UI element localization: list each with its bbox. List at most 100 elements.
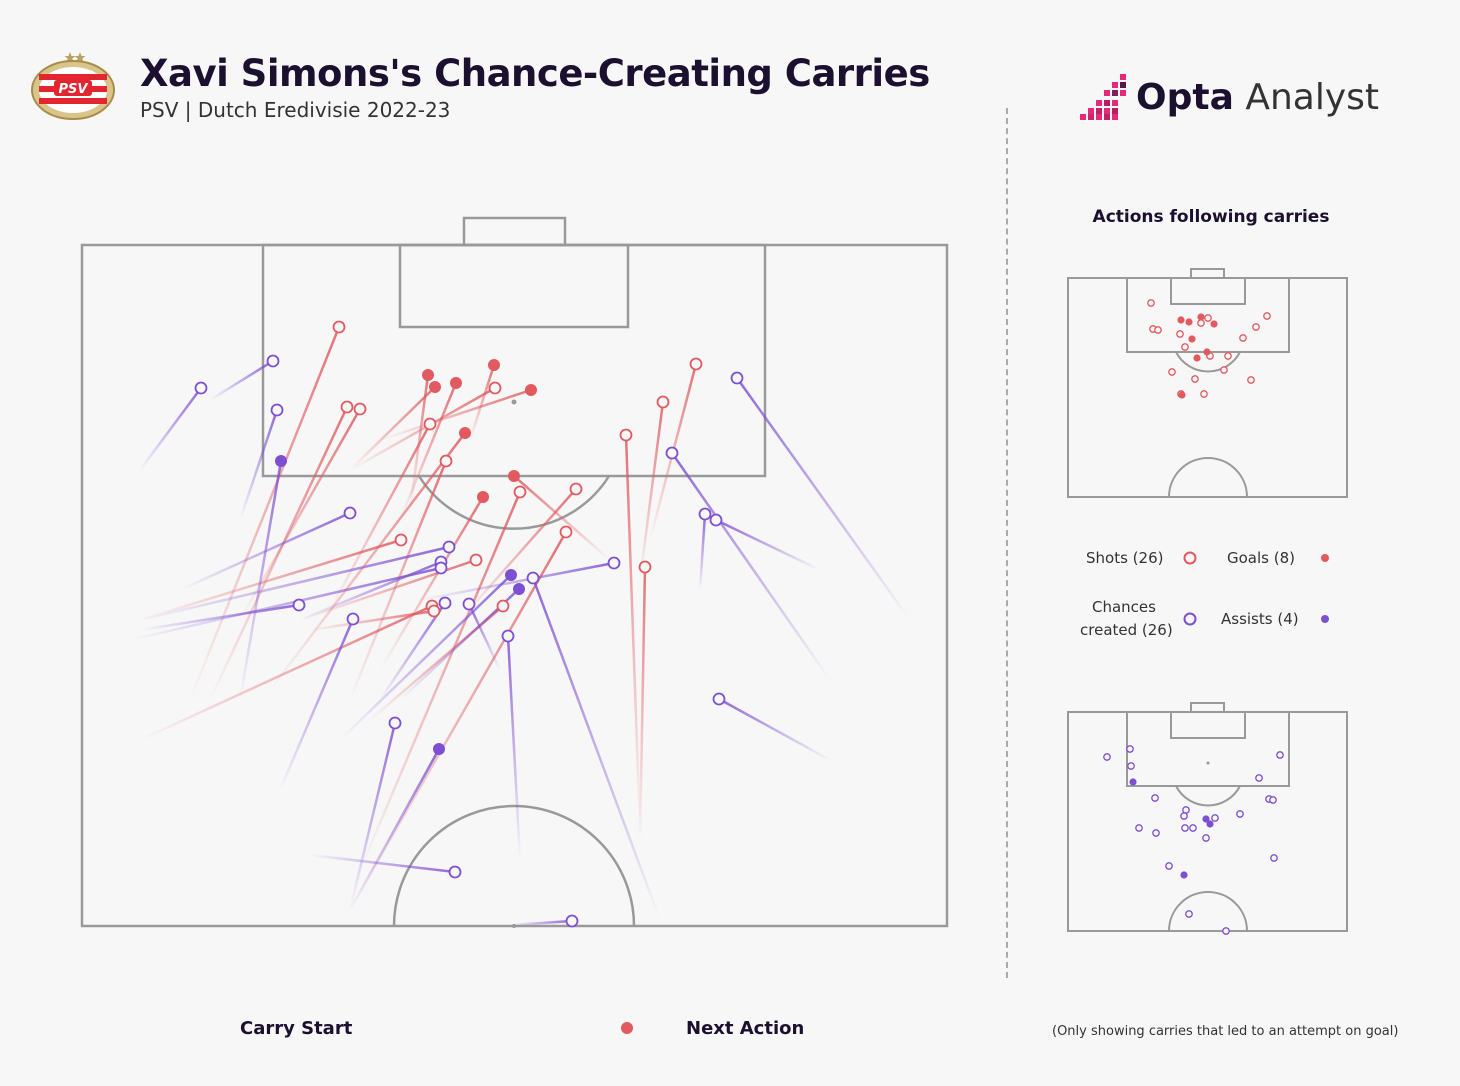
page-subtitle: PSV | Dutch Eredivisie 2022-23 [140, 98, 451, 122]
shot-mini-marker [1224, 352, 1232, 360]
shot-carry-line [638, 566, 647, 841]
chance-carry-line [698, 513, 707, 591]
penalty-arc [417, 475, 611, 530]
shot-marker [394, 533, 408, 547]
center-circle [392, 804, 636, 927]
goal-carry-line [468, 364, 496, 441]
shot-carry-line [139, 604, 433, 742]
carry-legend-end-marker [621, 1022, 633, 1034]
goal-carry-line [398, 382, 458, 521]
goal-marker [508, 470, 520, 482]
chance-marker [526, 571, 540, 585]
assist-marker [275, 455, 287, 467]
shot-carry-line [139, 538, 402, 622]
shot-carry-line [328, 423, 432, 611]
chance-carry-line [139, 545, 450, 622]
shots-mini-points [1147, 299, 1271, 399]
chance-mini-marker [1255, 774, 1263, 782]
mini-penalty-spot [1206, 761, 1210, 765]
footnote: (Only showing carries that led to an att… [1052, 1024, 1399, 1039]
chance-marker [438, 596, 452, 610]
goal-marker [429, 381, 441, 393]
goal-carry-line [379, 388, 532, 442]
chance-marker [346, 612, 360, 626]
chance-mini-marker [1103, 753, 1111, 761]
shot-marker [559, 525, 573, 539]
assist-mini-marker [1180, 871, 1188, 879]
chance-carry-line [509, 919, 573, 927]
chance-carry-line [419, 561, 615, 602]
penalty-box [261, 243, 767, 478]
chances-mini-points [1103, 745, 1284, 935]
chance-mini-marker [1270, 854, 1278, 862]
legend-assists-label: Assists (4) [1221, 610, 1299, 628]
legend-chances-label-line1: Chances [1092, 598, 1156, 616]
assist-carry-line [339, 574, 512, 741]
carry-points [194, 320, 744, 928]
chance-carry-line [139, 603, 300, 632]
shot-marker [332, 320, 346, 334]
chance-marker [712, 692, 726, 706]
goal-mini-marker [1188, 335, 1196, 343]
chance-marker [501, 629, 515, 643]
goal-marker [450, 377, 462, 389]
shot-carry-line [188, 326, 341, 701]
goal-legend-marker [1321, 554, 1329, 562]
legend-chances-label-line2: created (26) [1080, 621, 1173, 639]
chance-carry-line [209, 359, 274, 402]
shot-marker [619, 428, 633, 442]
goal-marker [488, 359, 500, 371]
chance-carry-line [378, 602, 447, 701]
assist-mini-marker [1206, 820, 1214, 828]
chance-carry-line [715, 518, 821, 572]
shot-marker [689, 357, 703, 371]
goal-mini-marker [1185, 318, 1193, 326]
goal-marker [422, 369, 434, 381]
chance-carry-line [506, 635, 522, 861]
chance-carry-line [299, 560, 442, 622]
shot-mini-marker [1197, 319, 1205, 327]
chance-mini-marker [1165, 862, 1173, 870]
carry-lines [129, 326, 912, 927]
chance-marker [343, 506, 357, 520]
goal-mini-marker [1203, 348, 1211, 356]
shot-mini-marker [1154, 326, 1162, 334]
page-title: Xavi Simons's Chance-Creating Carries [140, 52, 930, 95]
side-panel-title: Actions following carries [1092, 207, 1330, 227]
chance-mini-marker [1151, 794, 1159, 802]
shot-carry-line [638, 401, 665, 581]
shot-mini-marker [1204, 314, 1212, 322]
opta-logo-icon [1080, 74, 1126, 120]
shot-marker [340, 400, 354, 414]
shot-marker [638, 560, 652, 574]
shot-carry-line [349, 386, 496, 472]
penalty-spot [511, 399, 517, 405]
chance-marker [462, 597, 476, 611]
brand-name: Opta Analyst [1136, 76, 1379, 118]
chance-marker [448, 865, 462, 879]
chance-marker [665, 446, 679, 460]
chance-legend-marker [1183, 612, 1197, 626]
assist-carry-line [348, 748, 441, 911]
shot-mini-marker [1168, 368, 1176, 376]
legend-goals-label: Goals (8) [1227, 549, 1295, 567]
goal-marker [525, 384, 537, 396]
six-yard-box [398, 243, 630, 329]
shot-marker [496, 599, 510, 613]
shot-mini-marker [1239, 334, 1247, 342]
chance-carry-line [718, 697, 831, 762]
goal [462, 216, 567, 247]
chance-mini-marker [1269, 796, 1277, 804]
goal-carry-line [513, 475, 611, 561]
chance-carry-line [129, 566, 442, 642]
chance-marker [698, 507, 712, 521]
chance-mini-marker [1189, 824, 1197, 832]
shot-marker [513, 485, 527, 499]
chance-marker [565, 914, 579, 928]
assist-marker [513, 583, 525, 595]
goal-carry-line [378, 496, 485, 671]
chance-marker [194, 381, 208, 395]
chance-mini-marker [1211, 814, 1219, 822]
chance-mini-marker [1185, 910, 1193, 918]
